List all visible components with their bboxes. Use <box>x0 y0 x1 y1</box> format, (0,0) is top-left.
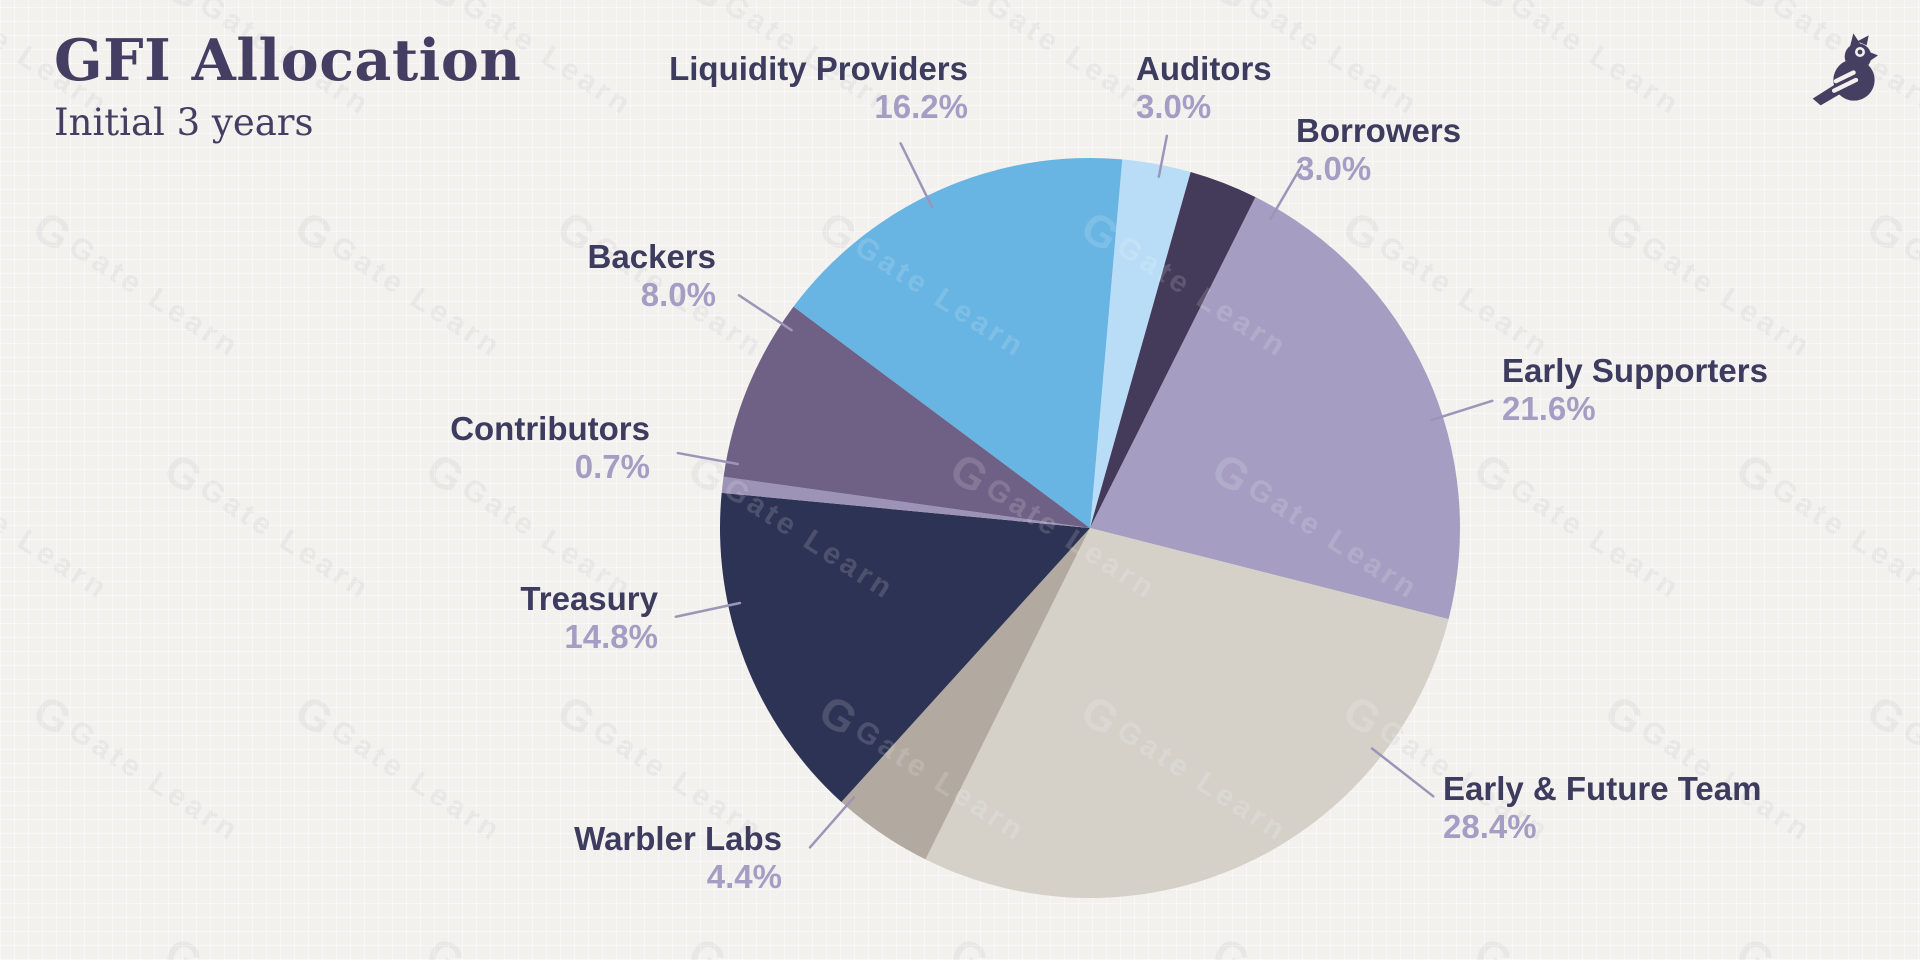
pie-slice-liquidity-providers <box>793 157 1123 528</box>
pie-slice-auditors <box>1090 159 1191 528</box>
slice-name: Warbler Labs <box>574 820 782 857</box>
slice-percentage: 21.6% <box>1502 390 1596 427</box>
slice-label-backers: Backers 8.0% <box>256 238 716 314</box>
slice-label-treasury: Treasury 14.8% <box>198 580 658 656</box>
leader-line-backers <box>737 294 793 332</box>
slice-name: Treasury <box>520 580 658 617</box>
slice-label-contributors: Contributors 0.7% <box>190 410 650 486</box>
slice-percentage: 0.7% <box>574 448 650 485</box>
slice-name: Contributors <box>450 410 650 447</box>
slice-label-warbler-labs: Warbler Labs 4.4% <box>322 820 782 896</box>
pie-slice-backers <box>723 306 1090 528</box>
pie-slice-early-future-team <box>925 528 1449 898</box>
pie-slice-warbler-labs <box>841 528 1090 860</box>
slice-name: Liquidity Providers <box>669 50 968 87</box>
leader-line-early-supporters <box>1430 399 1494 422</box>
slice-percentage: 3.0% <box>1296 150 1372 187</box>
leader-line-auditors <box>1157 134 1169 178</box>
pie-slice-treasury <box>720 492 1090 802</box>
leader-line-contributors <box>676 451 740 466</box>
leader-line-borrowers <box>1269 163 1304 221</box>
leader-line-warbler-labs <box>808 795 856 849</box>
chart-title: GFI Allocation <box>54 27 522 94</box>
slice-name: Borrowers <box>1296 112 1462 149</box>
leader-line-early-future-team <box>1370 747 1435 798</box>
slice-label-liquidity-providers: Liquidity Providers 16.2% <box>508 50 968 126</box>
pie-slice-contributors <box>721 476 1090 528</box>
slice-name: Backers <box>587 238 716 275</box>
slice-percentage: 8.0% <box>640 276 716 313</box>
slice-name: Early Supporters <box>1502 352 1768 389</box>
leader-line-liquidity-providers <box>899 142 934 209</box>
slice-label-early-supporters: Early Supporters 21.6% <box>1502 352 1920 428</box>
slice-name: Auditors <box>1136 50 1272 87</box>
goldfinch-logo-icon <box>1812 33 1878 106</box>
slice-label-early-future-team: Early & Future Team 28.4% <box>1443 770 1903 846</box>
slice-label-borrowers: Borrowers 3.0% <box>1296 112 1756 188</box>
slice-percentage: 16.2% <box>874 88 968 125</box>
slice-name: Early & Future Team <box>1443 770 1762 807</box>
slice-label-auditors: Auditors 3.0% <box>1136 50 1596 126</box>
pie-slice-early-supporters <box>1090 197 1460 620</box>
slice-percentage: 28.4% <box>1443 808 1537 845</box>
slice-percentage: 14.8% <box>564 618 658 655</box>
slice-percentage: 4.4% <box>706 858 782 895</box>
leader-line-treasury <box>674 601 742 618</box>
chart-subtitle: Initial 3 years <box>54 100 314 144</box>
pie-slice-borrowers <box>1090 171 1256 528</box>
slice-percentage: 3.0% <box>1136 88 1212 125</box>
chart-header: GFI Allocation Initial 3 years <box>54 27 522 144</box>
